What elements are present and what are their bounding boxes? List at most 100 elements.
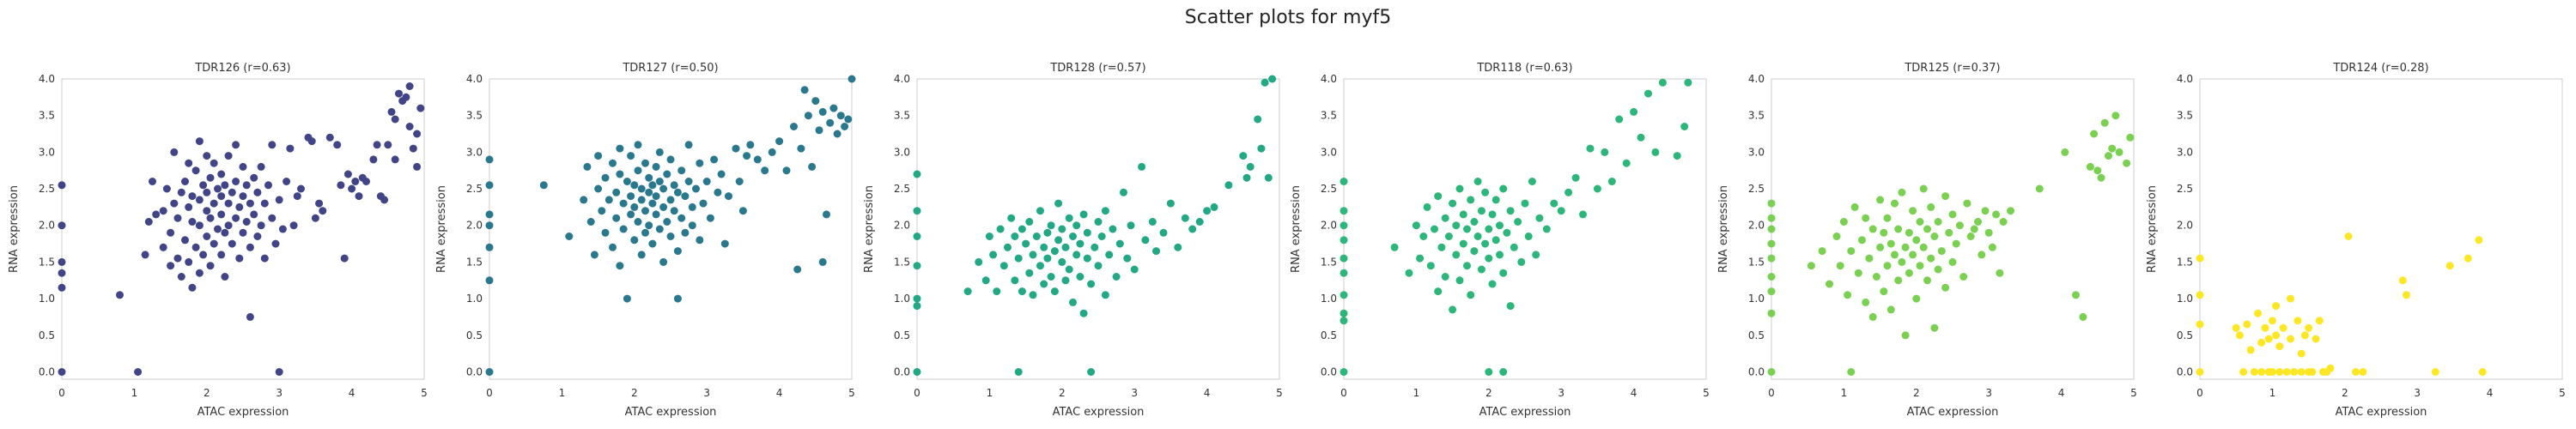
data-point <box>170 148 179 156</box>
data-point <box>1405 269 1413 277</box>
x-tick-label: 3 <box>1131 387 1138 399</box>
plot-area <box>2199 78 2563 380</box>
x-tick-label: 1 <box>131 387 138 399</box>
x-tick-label: 1 <box>2269 387 2276 399</box>
data-point <box>1340 236 1348 245</box>
scatter-panel-3: TDR128 (r=0.57) 0 1 2 3 4 5 0.0 0.5 1.0 1.5 2.0 2.5 3… <box>863 62 1283 419</box>
data-point <box>1886 239 1895 248</box>
data-point <box>343 170 352 178</box>
data-point <box>648 239 657 248</box>
data-point <box>1916 218 1924 226</box>
data-point <box>1138 162 1146 171</box>
data-point <box>485 276 494 285</box>
data-point <box>1862 298 1870 306</box>
data-point <box>1894 276 1903 285</box>
data-point <box>485 181 494 190</box>
data-point <box>2315 317 2324 325</box>
data-point <box>1188 225 1197 233</box>
data-point <box>162 184 171 193</box>
data-point <box>2478 368 2487 376</box>
data-point <box>2275 342 2284 351</box>
data-point <box>630 202 639 211</box>
data-point <box>362 178 370 185</box>
data-point <box>485 243 494 251</box>
data-point <box>1966 233 1975 240</box>
y-tick-label: 1.5 <box>1321 256 1337 268</box>
y-tick-label: 1.0 <box>39 293 55 305</box>
data-point <box>641 207 649 215</box>
data-point <box>1390 243 1399 251</box>
data-point <box>1496 221 1504 230</box>
data-point <box>416 104 425 112</box>
data-point <box>1622 159 1631 167</box>
data-point <box>387 107 396 116</box>
data-point <box>2254 309 2262 317</box>
data-point <box>1981 207 1990 215</box>
data-point <box>2352 368 2360 376</box>
data-point <box>2086 162 2094 171</box>
data-point <box>630 181 639 190</box>
data-point <box>116 291 124 299</box>
data-point <box>1905 269 1913 277</box>
data-point <box>848 75 856 83</box>
y-tick-label: 2.5 <box>466 183 483 195</box>
data-point <box>1521 199 1529 208</box>
data-point <box>797 144 805 153</box>
data-point <box>714 188 722 196</box>
data-point <box>221 228 229 237</box>
data-point <box>1858 236 1866 245</box>
data-point <box>539 181 548 190</box>
data-point <box>1050 247 1059 256</box>
data-point <box>1850 202 1859 211</box>
x-tick-label: 3 <box>276 387 283 399</box>
x-axis-label: ATAC expression <box>1053 406 1145 419</box>
data-point <box>2464 254 2472 263</box>
data-point <box>673 188 682 196</box>
data-point <box>210 199 218 208</box>
data-point <box>1036 207 1044 215</box>
data-point <box>1437 243 1446 251</box>
data-point <box>257 162 265 171</box>
data-point <box>963 287 972 296</box>
data-point <box>782 166 791 175</box>
data-point <box>815 126 823 135</box>
data-point <box>1524 233 1533 240</box>
data-point <box>1767 368 1776 376</box>
data-point <box>793 265 802 274</box>
data-point <box>619 225 628 233</box>
y-tick-label: 1.0 <box>1748 293 1765 305</box>
data-point <box>696 236 704 245</box>
data-point <box>1148 218 1157 226</box>
data-point <box>384 141 392 149</box>
data-point <box>1894 225 1903 233</box>
data-point <box>1047 273 1055 281</box>
data-point <box>311 214 319 222</box>
data-point <box>732 144 740 153</box>
data-point <box>1072 251 1081 259</box>
data-point <box>1264 173 1273 182</box>
data-point <box>1481 239 1490 248</box>
data-point <box>355 192 363 201</box>
data-point <box>340 254 349 263</box>
data-point <box>652 162 660 171</box>
data-point <box>2272 331 2281 340</box>
data-point <box>673 294 682 303</box>
data-point <box>1112 273 1121 281</box>
data-point <box>1065 214 1073 222</box>
data-point <box>199 251 208 259</box>
y-tick-label: 3.0 <box>466 146 483 158</box>
data-point <box>1340 254 1348 263</box>
data-point <box>246 243 254 251</box>
data-point <box>670 207 678 215</box>
data-point <box>1463 262 1471 270</box>
x-tick-label: 2 <box>2342 387 2348 399</box>
data-point <box>2282 368 2291 376</box>
data-point <box>1025 269 1034 277</box>
y-tick-label: 0.5 <box>1748 329 1765 341</box>
data-point <box>2300 331 2309 340</box>
data-point <box>1014 254 1023 263</box>
data-point <box>1130 265 1139 274</box>
data-point <box>616 144 624 153</box>
data-point <box>1978 251 1986 259</box>
data-point <box>1876 243 1885 251</box>
